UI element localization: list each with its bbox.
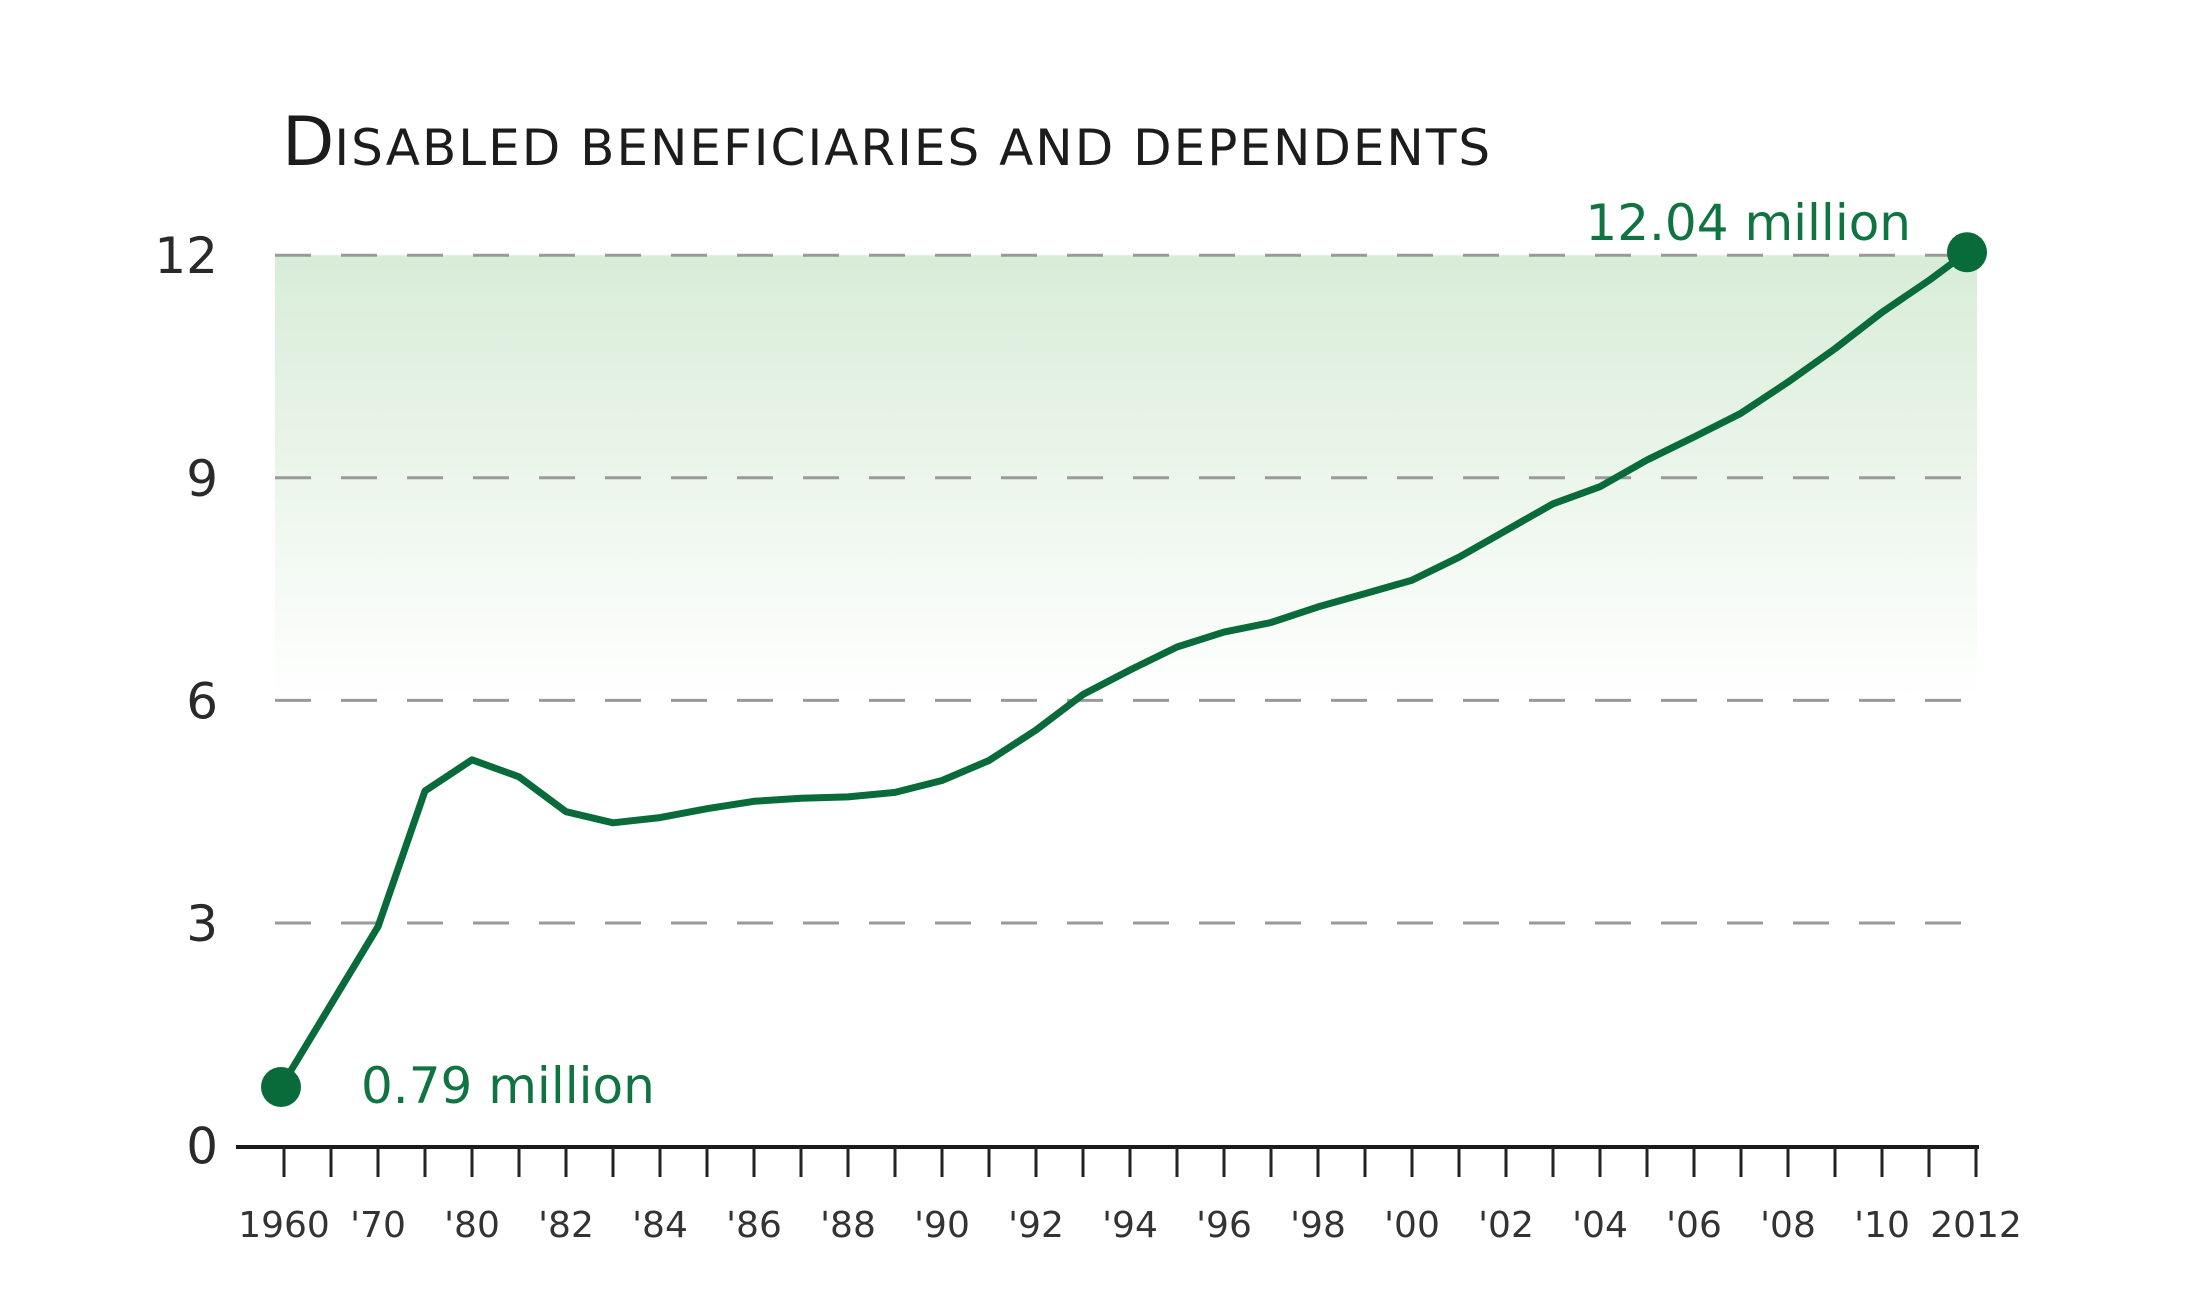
series-line bbox=[277, 248, 1971, 1091]
x-tick-label: '82 bbox=[538, 1205, 594, 1246]
x-tick-label: 2012 bbox=[1930, 1205, 2022, 1246]
y-tick-label: 0 bbox=[186, 1118, 218, 1176]
endpoint-marker bbox=[1947, 232, 1987, 273]
x-tick-label: '94 bbox=[1102, 1205, 1158, 1246]
endpoint-marker bbox=[261, 1066, 301, 1107]
y-tick-label: 12 bbox=[154, 227, 218, 285]
x-tick-label: '96 bbox=[1196, 1205, 1252, 1246]
x-tick-label: '92 bbox=[1008, 1205, 1064, 1246]
y-tick-label: 9 bbox=[186, 450, 218, 508]
x-tick-label: '80 bbox=[444, 1205, 500, 1246]
x-tick-label: '98 bbox=[1290, 1205, 1346, 1246]
x-tick-label: '02 bbox=[1478, 1205, 1534, 1246]
x-tick-label: '90 bbox=[914, 1205, 970, 1246]
gridlines bbox=[275, 253, 1977, 925]
chart-title-rest: isabled beneficiaries and dependents bbox=[334, 119, 1492, 177]
x-tick-label: '10 bbox=[1854, 1205, 1910, 1246]
endpoint-label: 12.04 million bbox=[1585, 194, 1911, 252]
y-tick-label: 6 bbox=[186, 672, 218, 730]
x-tick-label: '00 bbox=[1384, 1205, 1440, 1246]
y-axis-labels: 0 3 6 9 12 bbox=[154, 227, 218, 1175]
x-tick-label: '88 bbox=[820, 1205, 876, 1246]
x-tick-label: '84 bbox=[632, 1205, 688, 1246]
x-tick-label: '70 bbox=[350, 1205, 406, 1246]
x-tick-label: 1960 bbox=[238, 1205, 330, 1246]
x-axis-labels: 1960 '70 '80 '82 '84 '86 '88 '90 '92 '94 '96 '98 '00… bbox=[238, 1205, 2022, 1246]
annotations: 0.79 million 12.04 million bbox=[261, 194, 1987, 1115]
x-tick-label: '06 bbox=[1666, 1205, 1722, 1246]
y-tick-label: 3 bbox=[186, 895, 218, 953]
x-tick-label: '08 bbox=[1760, 1205, 1816, 1246]
endpoint-label: 0.79 million bbox=[361, 1057, 655, 1115]
x-axis-ticks bbox=[282, 1147, 1978, 1177]
shaded-band bbox=[275, 255, 1977, 701]
x-tick-label: '04 bbox=[1572, 1205, 1628, 1246]
chart-title: Disabled beneficiaries and dependents bbox=[282, 103, 1492, 182]
x-tick-label: '86 bbox=[726, 1205, 782, 1246]
chart-title-initial: D bbox=[282, 103, 334, 182]
